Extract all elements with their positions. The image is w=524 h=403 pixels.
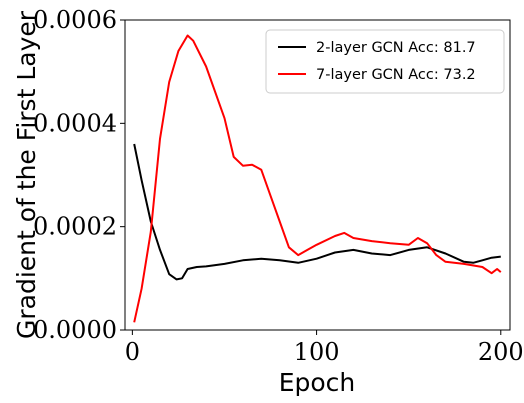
x-tick-label: 0 xyxy=(125,338,140,366)
axis-ticks: 0 100 200 0.0000 0.0002 0.0004 0.0006 xyxy=(33,6,524,366)
series-lines xyxy=(133,34,502,323)
y-axis-title: Gradient of the First Layer xyxy=(12,10,41,339)
legend-label-7-layer: 7-layer GCN Acc: 73.2 xyxy=(316,67,476,83)
legend: 2-layer GCN Acc: 81.7 7-layer GCN Acc: 7… xyxy=(265,29,505,94)
y-tick-label: 0.0002 xyxy=(33,213,117,241)
legend-box xyxy=(265,29,505,94)
y-tick-label: 0.0004 xyxy=(33,109,117,137)
y-tick-label: 0.0000 xyxy=(33,316,117,344)
y-tick-label: 0.0006 xyxy=(33,6,117,34)
legend-label-2-layer: 2-layer GCN Acc: 81.7 xyxy=(316,40,476,56)
x-tick-label: 100 xyxy=(294,338,340,366)
series-line-2-layer xyxy=(133,143,501,281)
series-line-7-layer xyxy=(133,34,502,323)
x-tick-label: 200 xyxy=(478,338,524,366)
x-axis-title: Epoch xyxy=(279,368,356,397)
